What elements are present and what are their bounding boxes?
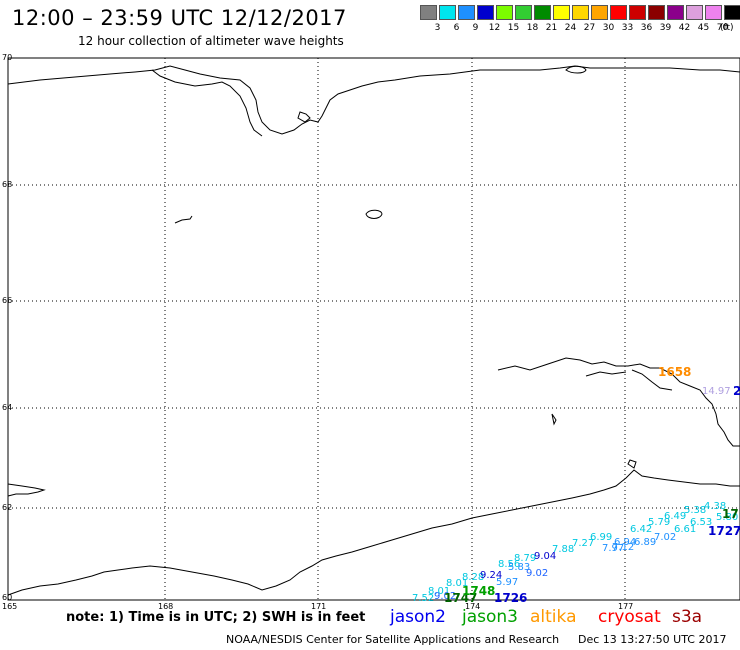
wave-height-label: 8.56	[498, 559, 520, 570]
lon-label: 177	[618, 602, 633, 611]
wave-height-label: 9.24	[480, 570, 502, 581]
time-label: 14.97	[702, 386, 731, 397]
lon-label: 168	[158, 602, 173, 611]
wave-height-label: 8.79	[514, 553, 536, 564]
wave-height-label: 9.02	[526, 568, 548, 579]
wave-height-label: 7.52	[412, 593, 434, 604]
legend-label: 39	[659, 23, 672, 33]
generated-timestamp: Dec 13 13:27:50 UTC 2017	[578, 633, 727, 646]
legend-label: 45	[697, 23, 710, 33]
legend-label: 12	[488, 23, 501, 33]
wave-height-label: 6.61	[674, 524, 696, 535]
wave-height-label: 7.02	[654, 532, 676, 543]
credit-text: NOAA/NESDIS Center for Satellite Applica…	[226, 633, 560, 646]
wave-height-label: 6.53	[690, 517, 712, 528]
time-label: 1726	[494, 591, 527, 605]
wave-height-label: 6.42	[630, 524, 652, 535]
legend-swatch	[648, 5, 665, 20]
wave-height-label: 6.99	[590, 532, 612, 543]
satellite-altika: altika	[530, 607, 577, 627]
wave-height-label: 8.01	[446, 578, 468, 589]
track-time-labels: 1747 1748 1726 1727 17 1658 14.97 2	[444, 365, 740, 605]
wave-height-label: 8.01	[428, 586, 450, 597]
satellite-cryosat: cryosat	[598, 607, 661, 627]
map-title: 12:00 – 23:59 UTC 12/12/2017	[12, 6, 347, 30]
legend-swatch	[458, 5, 475, 20]
legend-swatch	[477, 5, 494, 20]
jason2-track: 9.02 9.24 9.04 9.02 7.97 6.89 6.61 6.53 …	[434, 512, 738, 602]
legend-label: 15	[507, 23, 520, 33]
wave-height-label: 5.80	[716, 512, 738, 523]
legend-swatch	[629, 5, 646, 20]
legend-label: 36	[640, 23, 653, 33]
map-grid	[8, 57, 740, 600]
legend-label: 42	[678, 23, 691, 33]
legend-swatch	[724, 5, 740, 20]
legend-swatch	[591, 5, 608, 20]
lat-label: 62	[2, 503, 12, 512]
lon-label: 171	[311, 602, 326, 611]
wave-height-label: 7.12	[612, 542, 634, 553]
wave-height-label: 5.79	[648, 517, 670, 528]
lat-label: 70	[2, 53, 12, 62]
wave-height-label: 7.88	[552, 544, 574, 555]
legend-label: 24	[564, 23, 577, 33]
legend-swatch	[686, 5, 703, 20]
wave-height-label: 8.28	[462, 572, 484, 583]
satellite-s3a: s3a	[672, 607, 703, 627]
time-label: 1658	[658, 365, 691, 379]
lat-label: 66	[2, 296, 12, 305]
lat-label: 64	[2, 403, 12, 412]
wave-height-label: 5.97	[496, 577, 518, 588]
lon-label: 174	[465, 602, 480, 611]
legend-swatch	[439, 5, 456, 20]
lat-label: 68	[2, 180, 12, 189]
time-label: 1747	[444, 591, 477, 605]
legend-swatch	[553, 5, 570, 20]
wave-height-label: 6.49	[664, 511, 686, 522]
time-label: 17	[722, 507, 739, 521]
lon-label: 165	[2, 602, 17, 611]
legend-swatch	[534, 5, 551, 20]
legend-label: 9	[472, 23, 479, 33]
legend-swatch	[420, 5, 437, 20]
jason3-track: 7.52 8.01 8.01 8.28 8.56 8.79 7.88 7.27 …	[412, 501, 726, 604]
wave-height-label: 6.89	[634, 537, 656, 548]
legend-unit: (ft)	[720, 23, 734, 33]
legend-label: 33	[621, 23, 634, 33]
wave-height-label: 7.27	[572, 538, 594, 549]
wave-height-label: 9.04	[534, 551, 556, 562]
legend-label: 3	[434, 23, 441, 33]
legend-swatch	[705, 5, 722, 20]
legend-label: 70	[716, 23, 729, 33]
map-subtitle: 12 hour collection of altimeter wave hei…	[78, 34, 344, 48]
satellite-jason2: jason2	[390, 607, 446, 627]
footer-note: note: 1) Time is in UTC; 2) SWH is in fe…	[66, 610, 366, 625]
time-label: 1727	[708, 524, 740, 538]
legend-swatch	[610, 5, 627, 20]
legend-label: 18	[526, 23, 539, 33]
legend-swatch	[572, 5, 589, 20]
legend-swatch	[515, 5, 532, 20]
time-label: 2	[733, 384, 740, 398]
wave-height-label: 4.38	[704, 501, 726, 512]
wave-height-label: 5.38	[684, 505, 706, 516]
wave-height-label: 7.97	[602, 543, 624, 554]
coastline	[7, 65, 740, 596]
wave-height-label: 5.83	[508, 562, 530, 573]
legend-label: 27	[583, 23, 596, 33]
satellite-jason3: jason3	[462, 607, 518, 627]
legend-label: 21	[545, 23, 558, 33]
lat-label: 60	[2, 593, 12, 602]
time-label: 1748	[462, 584, 495, 598]
legend-label: 30	[602, 23, 615, 33]
legend-swatch	[496, 5, 513, 20]
wave-height-legend: 3 6 9 12 15 18 21 24 27 30 33 36 39 42 4…	[420, 5, 740, 37]
legend-swatch	[667, 5, 684, 20]
wave-height-label: 6.94	[614, 537, 636, 548]
legend-label: 6	[453, 23, 460, 33]
map-frame	[7, 57, 740, 601]
wave-height-label: 9.02	[434, 591, 456, 602]
